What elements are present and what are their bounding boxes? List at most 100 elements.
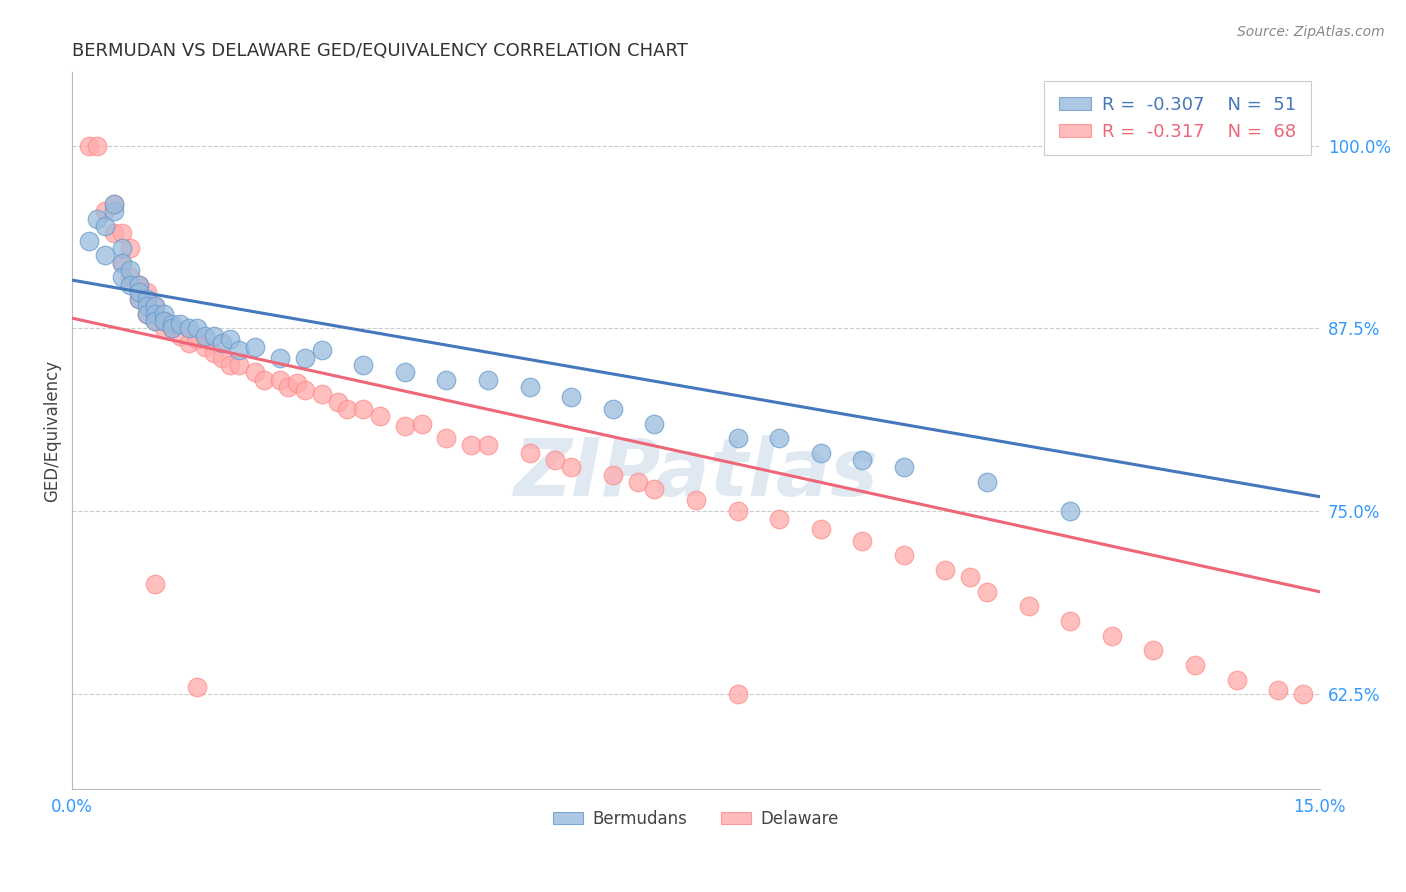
- Point: [243, 341, 266, 355]
- Point: [368, 409, 391, 424]
- Point: [169, 328, 191, 343]
- Point: [519, 446, 541, 460]
- Point: [627, 475, 650, 489]
- Point: [177, 336, 200, 351]
- Point: [311, 343, 333, 358]
- Point: [1184, 657, 1206, 672]
- Y-axis label: GED/Equivalency: GED/Equivalency: [44, 359, 60, 502]
- Point: [120, 263, 142, 277]
- Point: [128, 277, 150, 292]
- Point: [602, 467, 624, 482]
- Point: [103, 204, 125, 219]
- Point: [136, 307, 159, 321]
- Point: [477, 438, 499, 452]
- Point: [643, 417, 665, 431]
- Point: [1142, 643, 1164, 657]
- Point: [394, 365, 416, 379]
- Point: [136, 307, 159, 321]
- Point: [336, 401, 359, 416]
- Point: [727, 431, 749, 445]
- Point: [1018, 599, 1040, 614]
- Point: [152, 314, 174, 328]
- Point: [976, 584, 998, 599]
- Point: [186, 321, 208, 335]
- Point: [436, 373, 458, 387]
- Point: [294, 383, 316, 397]
- Point: [120, 270, 142, 285]
- Point: [219, 332, 242, 346]
- Point: [211, 336, 233, 351]
- Point: [111, 255, 134, 269]
- Point: [519, 380, 541, 394]
- Point: [94, 204, 117, 219]
- Point: [768, 511, 790, 525]
- Point: [560, 390, 582, 404]
- Point: [727, 687, 749, 701]
- Point: [94, 248, 117, 262]
- Point: [86, 138, 108, 153]
- Point: [128, 292, 150, 306]
- Point: [136, 292, 159, 306]
- Point: [202, 346, 225, 360]
- Point: [94, 219, 117, 233]
- Point: [111, 270, 134, 285]
- Point: [810, 522, 832, 536]
- Point: [851, 453, 873, 467]
- Point: [285, 376, 308, 390]
- Point: [893, 548, 915, 562]
- Point: [934, 563, 956, 577]
- Point: [86, 211, 108, 226]
- Point: [436, 431, 458, 445]
- Point: [893, 460, 915, 475]
- Point: [228, 343, 250, 358]
- Point: [202, 328, 225, 343]
- Point: [727, 504, 749, 518]
- Point: [1267, 682, 1289, 697]
- Point: [477, 373, 499, 387]
- Point: [352, 401, 374, 416]
- Point: [169, 317, 191, 331]
- Point: [145, 300, 167, 314]
- Point: [460, 438, 482, 452]
- Text: Source: ZipAtlas.com: Source: ZipAtlas.com: [1237, 25, 1385, 39]
- Point: [394, 419, 416, 434]
- Point: [211, 351, 233, 365]
- Point: [120, 277, 142, 292]
- Point: [1101, 629, 1123, 643]
- Point: [1059, 614, 1081, 628]
- Legend: Bermudans, Delaware: Bermudans, Delaware: [546, 804, 846, 835]
- Point: [103, 197, 125, 211]
- Point: [103, 227, 125, 241]
- Point: [1059, 504, 1081, 518]
- Point: [136, 285, 159, 299]
- Point: [186, 680, 208, 694]
- Point: [160, 317, 183, 331]
- Point: [128, 285, 150, 299]
- Point: [194, 341, 217, 355]
- Point: [152, 321, 174, 335]
- Point: [352, 358, 374, 372]
- Point: [128, 277, 150, 292]
- Point: [219, 358, 242, 372]
- Point: [269, 351, 291, 365]
- Point: [311, 387, 333, 401]
- Point: [959, 570, 981, 584]
- Point: [1225, 673, 1247, 687]
- Point: [186, 332, 208, 346]
- Point: [152, 314, 174, 328]
- Point: [851, 533, 873, 548]
- Point: [269, 373, 291, 387]
- Point: [145, 307, 167, 321]
- Point: [136, 300, 159, 314]
- Point: [810, 446, 832, 460]
- Point: [602, 401, 624, 416]
- Point: [643, 483, 665, 497]
- Point: [111, 241, 134, 255]
- Text: ZIPatlas: ZIPatlas: [513, 434, 879, 513]
- Point: [976, 475, 998, 489]
- Text: BERMUDAN VS DELAWARE GED/EQUIVALENCY CORRELATION CHART: BERMUDAN VS DELAWARE GED/EQUIVALENCY COR…: [72, 42, 688, 60]
- Point: [152, 307, 174, 321]
- Point: [1292, 687, 1315, 701]
- Point: [252, 373, 274, 387]
- Point: [328, 394, 350, 409]
